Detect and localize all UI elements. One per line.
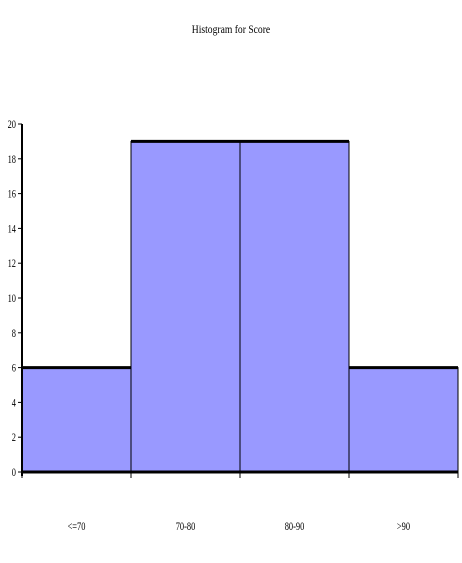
y-tick-label: 4 (12, 397, 17, 410)
y-tick-label: 8 (12, 328, 16, 341)
histogram-bar (21, 367, 132, 473)
y-tick-label: 6 (12, 362, 16, 375)
y-tick-label: 20 (8, 119, 16, 132)
chart-title: Histogram for Score (191, 22, 271, 36)
y-tick-label: 2 (12, 432, 16, 445)
x-tick-label: 80-90 (285, 521, 305, 534)
y-tick-label: 16 (8, 188, 16, 201)
x-tick-label: <=70 (68, 521, 86, 534)
histogram-bar (239, 140, 350, 473)
y-tick-label: 18 (8, 154, 16, 167)
y-tick-label: 0 (12, 467, 16, 480)
histogram-bar (130, 140, 241, 473)
x-tick-label: 70-80 (176, 521, 196, 534)
y-tick-label: 12 (8, 258, 16, 271)
x-tick-label: >90 (397, 521, 410, 534)
y-tick-label: 10 (8, 293, 16, 306)
y-tick-label: 14 (8, 223, 17, 236)
histogram-bar (348, 367, 459, 473)
